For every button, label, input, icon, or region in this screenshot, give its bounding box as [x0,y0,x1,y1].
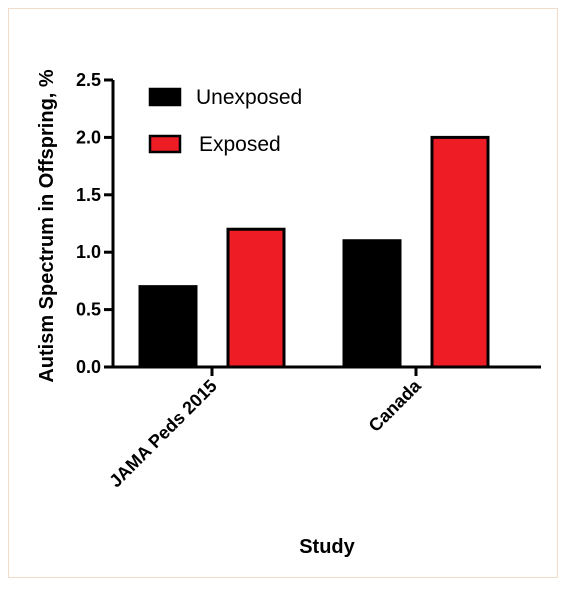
legend-label-exposed: Exposed [199,133,281,156]
x-tick-label: JAMA Peds 2015 [105,376,221,492]
y-tick-label: 1.0 [76,242,101,262]
bar-exposed-2 [430,135,490,369]
y-axis-title: Autism Spectrum in Offspring, % [36,69,58,383]
y-tick-label: 0.0 [76,357,101,377]
x-axis: JAMA Peds 2015 Canada [105,365,541,492]
legend-label-unexposed: Unexposed [196,86,302,109]
bars-layer [138,135,490,369]
bar-unexposed-2 [342,239,402,369]
x-tick-label: Canada [365,375,426,436]
legend-swatch-exposed [148,134,182,154]
legend: Unexposed Exposed [148,86,302,156]
y-axis: 0.0 0.5 1.0 1.5 2.0 2.5 [76,70,115,377]
y-tick-label: 2.0 [76,127,101,147]
y-tick-label: 0.5 [76,300,101,320]
bar-unexposed-1 [138,285,198,369]
legend-swatch-unexposed [148,87,182,107]
y-tick-label: 2.5 [76,70,101,90]
x-axis-title: Study [299,536,355,558]
y-tick-label: 1.5 [76,185,101,205]
bar-exposed-1 [226,227,286,369]
